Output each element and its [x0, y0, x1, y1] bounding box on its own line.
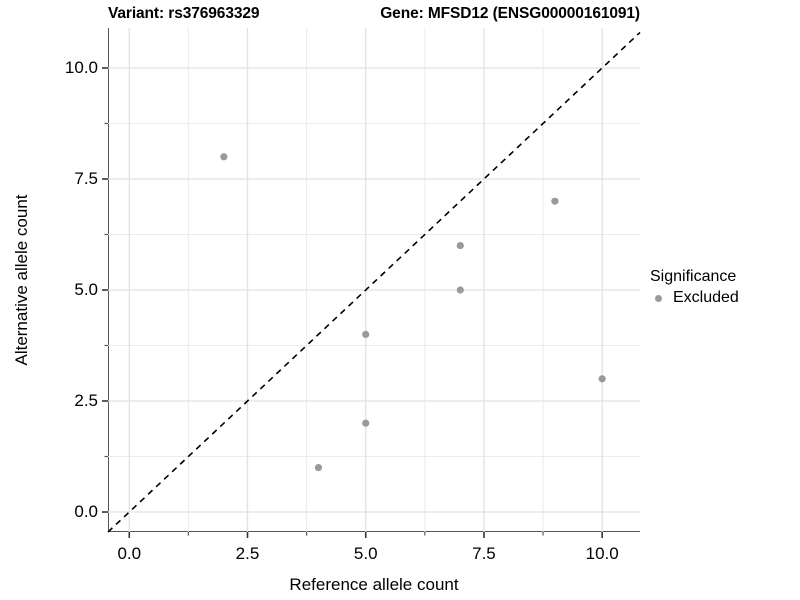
data-point[interactable]: [551, 197, 559, 205]
y-tick-label: 7.5: [74, 168, 98, 188]
data-point[interactable]: [220, 153, 228, 161]
data-point[interactable]: [362, 330, 370, 338]
data-point[interactable]: [456, 241, 464, 250]
legend-marker-icon: [650, 290, 667, 307]
legend-items: Excluded: [650, 289, 795, 307]
y-tick-label: 5.0: [74, 279, 98, 299]
x-tick-label: 7.5: [472, 544, 496, 563]
data-point[interactable]: [456, 286, 464, 294]
legend-item-label: Excluded: [673, 289, 739, 306]
y-tick-label: 0.0: [74, 502, 98, 522]
x-tick-label: 0.0: [117, 544, 142, 563]
data-point[interactable]: [314, 464, 323, 472]
y-axis-title: Alternative allele count: [12, 194, 31, 366]
x-tick-label: 10.0: [585, 544, 619, 563]
x-axis-title: Reference allele count: [289, 575, 459, 594]
legend-item[interactable]: Excluded: [650, 289, 795, 307]
y-tick-label: 10.0: [64, 57, 98, 77]
chart-title-row: Variant: rs376963329 Gene: MFSD12 (ENSG0…: [108, 2, 640, 26]
legend-title: Significance: [650, 268, 737, 285]
y-tick-label: 2.5: [74, 391, 98, 410]
gene-title: Gene: MFSD12 (ENSG00000161091): [380, 5, 640, 22]
x-tick-label: 5.0: [353, 544, 378, 563]
x-tick-label: 2.5: [235, 544, 260, 563]
legend: Significance Excluded: [650, 268, 795, 307]
variant-title: Variant: rs376963329: [108, 5, 260, 22]
data-point[interactable]: [598, 375, 606, 383]
data-point[interactable]: [362, 419, 370, 427]
